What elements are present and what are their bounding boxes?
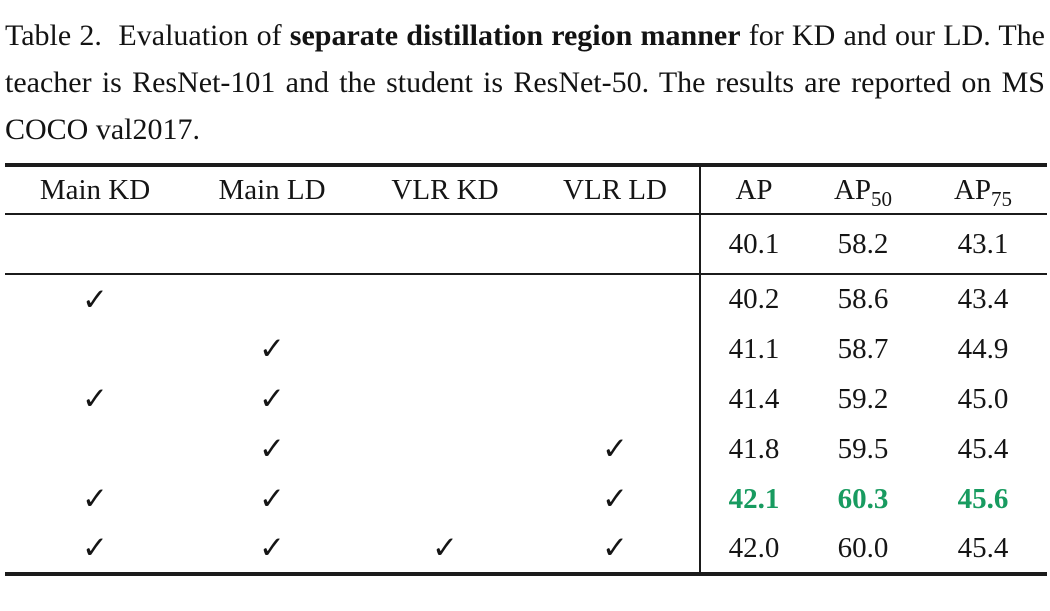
metric-base: AP <box>953 173 992 206</box>
check-cell-main-ld <box>185 214 359 274</box>
table-row: ✓ ✓ 41.4 59.2 45.0 <box>5 374 1047 424</box>
table-row: ✓ 41.1 58.7 44.9 <box>5 324 1047 374</box>
metric-subscript: 50 <box>871 186 893 211</box>
check-cell-main-ld: ✓ <box>259 431 285 467</box>
results-table: Main KD Main LD VLR KD VLR LD AP AP50 AP… <box>5 163 1047 576</box>
value-cell-ap50: 59.5 <box>837 432 889 465</box>
check-cell-main-ld <box>185 274 359 324</box>
table-row-best: ✓ ✓ ✓ 42.1 60.3 45.6 <box>5 474 1047 524</box>
table-caption: Table 2. Evaluation of separate distillat… <box>5 12 1045 153</box>
table-row: ✓ ✓ 41.8 59.5 45.4 <box>5 424 1047 474</box>
check-cell-vlr-kd <box>359 424 531 474</box>
value-cell-ap: 42.1 <box>699 474 807 524</box>
metric-base: AP <box>735 173 773 206</box>
check-cell-vlr-ld <box>531 274 700 324</box>
check-cell-main-kd <box>5 424 185 474</box>
value-cell-ap75: 45.6 <box>957 482 1009 515</box>
value-cell-ap75: 43.1 <box>957 227 1009 260</box>
table-header: Main KD Main LD VLR KD VLR LD AP AP50 AP… <box>5 165 1047 214</box>
value-cell-ap50: 58.6 <box>837 283 889 315</box>
value-cell-ap50: 58.7 <box>837 332 889 365</box>
check-cell-vlr-kd: ✓ <box>432 530 458 566</box>
caption-text-before-bold: Evaluation of <box>118 19 290 52</box>
value-cell-ap75: 43.4 <box>957 283 1009 315</box>
value-cell-ap: 41.1 <box>699 324 807 374</box>
check-cell-vlr-kd <box>359 274 531 324</box>
value-cell-ap: 40.1 <box>699 214 807 274</box>
check-cell-vlr-kd <box>359 214 531 274</box>
value-cell-ap: 42.0 <box>699 524 807 574</box>
value-cell-ap50: 58.2 <box>837 227 889 260</box>
check-cell-vlr-kd <box>359 474 531 524</box>
table-row-baseline: 40.1 58.2 43.1 <box>5 214 1047 274</box>
value-cell-ap75: 45.4 <box>957 531 1009 564</box>
check-cell-main-kd: ✓ <box>82 530 108 566</box>
check-cell-main-kd <box>5 214 185 274</box>
value-cell-ap50: 60.0 <box>837 531 889 564</box>
metric-base: AP <box>833 173 872 206</box>
value-cell-ap50: 60.3 <box>837 482 889 515</box>
table-row: ✓ 40.2 58.6 43.4 <box>5 274 1047 324</box>
check-cell-main-kd: ✓ <box>82 281 108 318</box>
check-cell-main-kd <box>5 324 185 374</box>
check-cell-vlr-ld: ✓ <box>602 481 628 517</box>
col-header-main-kd: Main KD <box>39 173 151 206</box>
check-cell-vlr-ld <box>531 374 700 424</box>
check-cell-main-ld: ✓ <box>259 481 285 517</box>
value-cell-ap75: 45.0 <box>957 382 1009 415</box>
paper-table-figure: Table 2. Evaluation of separate distillat… <box>5 12 1047 576</box>
value-cell-ap50: 59.2 <box>837 382 889 415</box>
caption-text-after-bold: for KD and our LD. The teacher is ResNet… <box>5 19 1046 146</box>
table-row: ✓ ✓ ✓ ✓ 42.0 60.0 45.4 <box>5 524 1047 574</box>
value-cell-ap: 41.8 <box>699 424 807 474</box>
col-header-main-ld: Main LD <box>218 173 326 206</box>
check-cell-main-kd: ✓ <box>82 381 108 417</box>
col-header-ap50: AP50 <box>807 165 919 214</box>
value-cell-ap: 40.2 <box>699 274 807 324</box>
header-row: Main KD Main LD VLR KD VLR LD AP AP50 AP… <box>5 165 1047 214</box>
check-cell-vlr-ld: ✓ <box>602 530 628 566</box>
col-header-ap75: AP75 <box>919 165 1047 214</box>
col-header-ap: AP <box>699 165 807 214</box>
check-cell-vlr-kd <box>359 374 531 424</box>
check-cell-vlr-kd <box>359 324 531 374</box>
check-cell-main-ld: ✓ <box>259 530 285 566</box>
value-cell-ap: 41.4 <box>699 374 807 424</box>
caption-bold-phrase: separate distillation region manner <box>289 19 741 52</box>
check-cell-vlr-ld: ✓ <box>602 431 628 467</box>
value-cell-ap75: 44.9 <box>957 332 1009 365</box>
value-cell-ap75: 45.4 <box>957 432 1009 465</box>
check-cell-main-ld: ✓ <box>259 381 285 417</box>
col-header-vlr-ld: VLR LD <box>563 173 667 206</box>
table-caption-label: Table 2. <box>5 19 102 52</box>
check-cell-main-kd: ✓ <box>82 481 108 517</box>
col-header-vlr-kd: VLR KD <box>391 173 499 206</box>
check-cell-vlr-ld <box>531 214 700 274</box>
check-cell-main-ld: ✓ <box>259 331 285 367</box>
check-cell-vlr-ld <box>531 324 700 374</box>
metric-subscript: 75 <box>991 186 1013 211</box>
table-body: 40.1 58.2 43.1 ✓ 40.2 58.6 43.4 ✓ 41.1 5… <box>5 214 1047 574</box>
